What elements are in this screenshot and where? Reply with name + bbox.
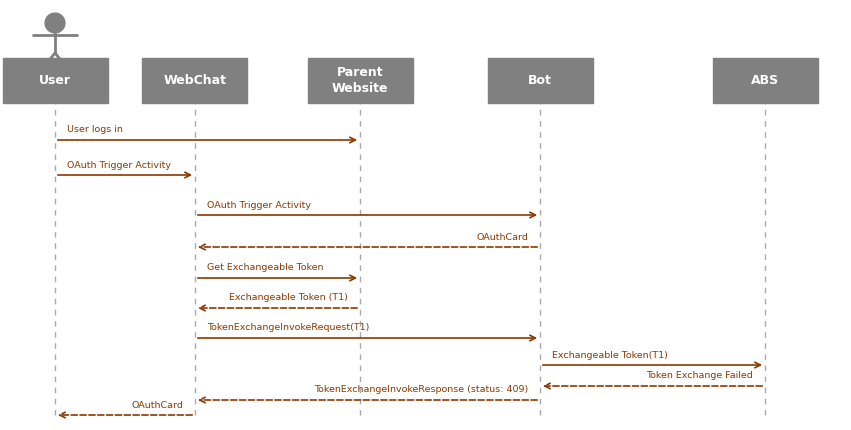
- Text: Parent
Website: Parent Website: [332, 65, 388, 95]
- Text: TokenExchangeInvokeRequest(T1): TokenExchangeInvokeRequest(T1): [207, 323, 369, 332]
- Text: User: User: [39, 74, 71, 86]
- Text: OAuth Trigger Activity: OAuth Trigger Activity: [207, 200, 311, 209]
- FancyBboxPatch shape: [488, 58, 592, 102]
- Text: Get Exchangeable Token: Get Exchangeable Token: [207, 264, 323, 273]
- Text: User logs in: User logs in: [67, 126, 123, 135]
- Text: Token Exchange Failed: Token Exchange Failed: [646, 372, 753, 381]
- Text: ABS: ABS: [751, 74, 779, 86]
- Text: Exchangeable Token (T1): Exchangeable Token (T1): [229, 294, 348, 302]
- FancyBboxPatch shape: [3, 58, 107, 102]
- FancyBboxPatch shape: [712, 58, 818, 102]
- Text: Exchangeable Token(T1): Exchangeable Token(T1): [552, 350, 668, 359]
- Text: OAuthCard: OAuthCard: [131, 400, 183, 409]
- Text: OAuth Trigger Activity: OAuth Trigger Activity: [67, 160, 171, 169]
- Text: Bot: Bot: [528, 74, 552, 86]
- Text: OAuthCard: OAuthCard: [476, 233, 528, 242]
- Text: WebChat: WebChat: [163, 74, 226, 86]
- FancyBboxPatch shape: [307, 58, 413, 102]
- Text: TokenExchangeInvokeResponse (status: 409): TokenExchangeInvokeResponse (status: 409…: [314, 386, 528, 394]
- FancyBboxPatch shape: [142, 58, 248, 102]
- Circle shape: [45, 13, 65, 33]
